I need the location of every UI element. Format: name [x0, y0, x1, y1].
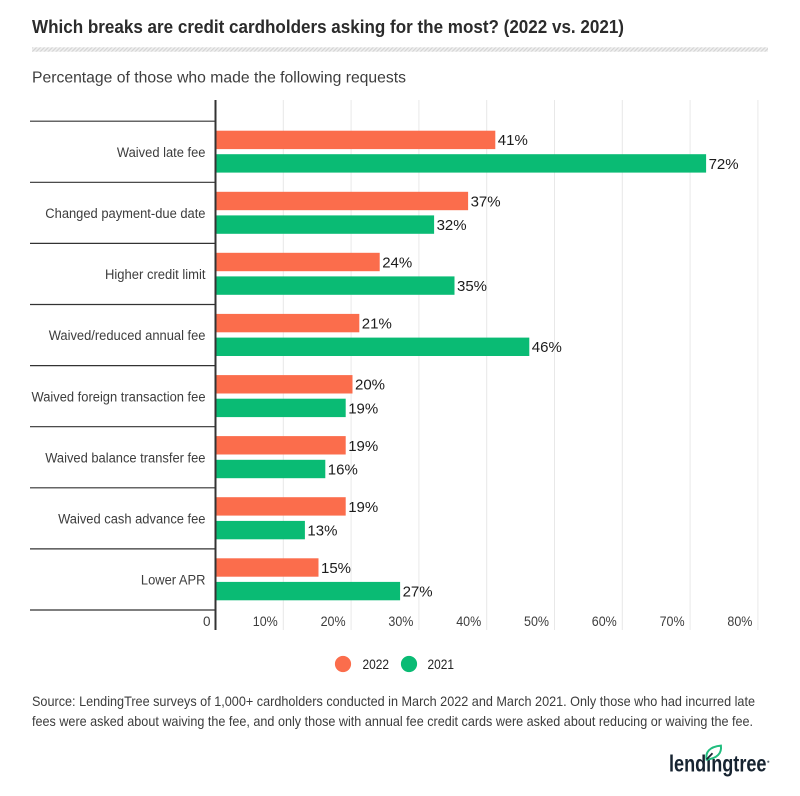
- svg-text:19%: 19%: [348, 400, 378, 417]
- svg-text:fees were asked about waiving: fees were asked about waiving the fee, a…: [32, 713, 753, 729]
- svg-text:60%: 60%: [592, 614, 617, 629]
- svg-text:50%: 50%: [524, 614, 549, 629]
- svg-text:32%: 32%: [437, 217, 467, 234]
- svg-text:Source: LendingTree surveys of: Source: LendingTree surveys of 1,000+ ca…: [32, 693, 755, 709]
- svg-text:0: 0: [203, 614, 211, 629]
- svg-text:72%: 72%: [709, 156, 739, 173]
- svg-text:Higher credit limit: Higher credit limit: [105, 267, 206, 283]
- svg-text:Lower APR: Lower APR: [141, 573, 206, 589]
- svg-text:37%: 37%: [471, 193, 501, 210]
- svg-text:Waived cash advance fee: Waived cash advance fee: [58, 512, 205, 528]
- svg-text:19%: 19%: [348, 438, 378, 455]
- svg-text:35%: 35%: [457, 278, 487, 295]
- svg-text:Waived late fee: Waived late fee: [117, 145, 206, 161]
- svg-text:24%: 24%: [382, 254, 412, 271]
- svg-text:Waived balance transfer fee: Waived balance transfer fee: [45, 450, 205, 466]
- svg-text:46%: 46%: [532, 339, 562, 356]
- svg-text:Percentage of those who made t: Percentage of those who made the followi…: [32, 70, 406, 87]
- svg-text:2021: 2021: [428, 656, 455, 672]
- svg-text:Changed payment-due date: Changed payment-due date: [45, 206, 205, 222]
- svg-text:10%: 10%: [253, 614, 278, 629]
- svg-text:Waived foreign transaction fee: Waived foreign transaction fee: [32, 389, 206, 405]
- svg-text:16%: 16%: [328, 461, 358, 478]
- svg-text:13%: 13%: [307, 523, 337, 540]
- svg-text:80%: 80%: [727, 614, 752, 629]
- svg-text:40%: 40%: [456, 614, 481, 629]
- svg-text:19%: 19%: [348, 499, 378, 516]
- svg-text:20%: 20%: [321, 614, 346, 629]
- svg-text:27%: 27%: [403, 584, 433, 601]
- svg-text:41%: 41%: [498, 132, 528, 149]
- svg-text:20%: 20%: [355, 377, 385, 394]
- svg-text:30%: 30%: [388, 614, 413, 629]
- svg-text:Which breaks are credit cardho: Which breaks are credit cardholders aski…: [32, 17, 624, 37]
- svg-text:21%: 21%: [362, 316, 392, 333]
- svg-text:Waived/reduced annual fee: Waived/reduced annual fee: [49, 328, 206, 344]
- svg-text:2022: 2022: [363, 656, 390, 672]
- svg-text:70%: 70%: [660, 614, 685, 629]
- svg-text:15%: 15%: [321, 560, 351, 577]
